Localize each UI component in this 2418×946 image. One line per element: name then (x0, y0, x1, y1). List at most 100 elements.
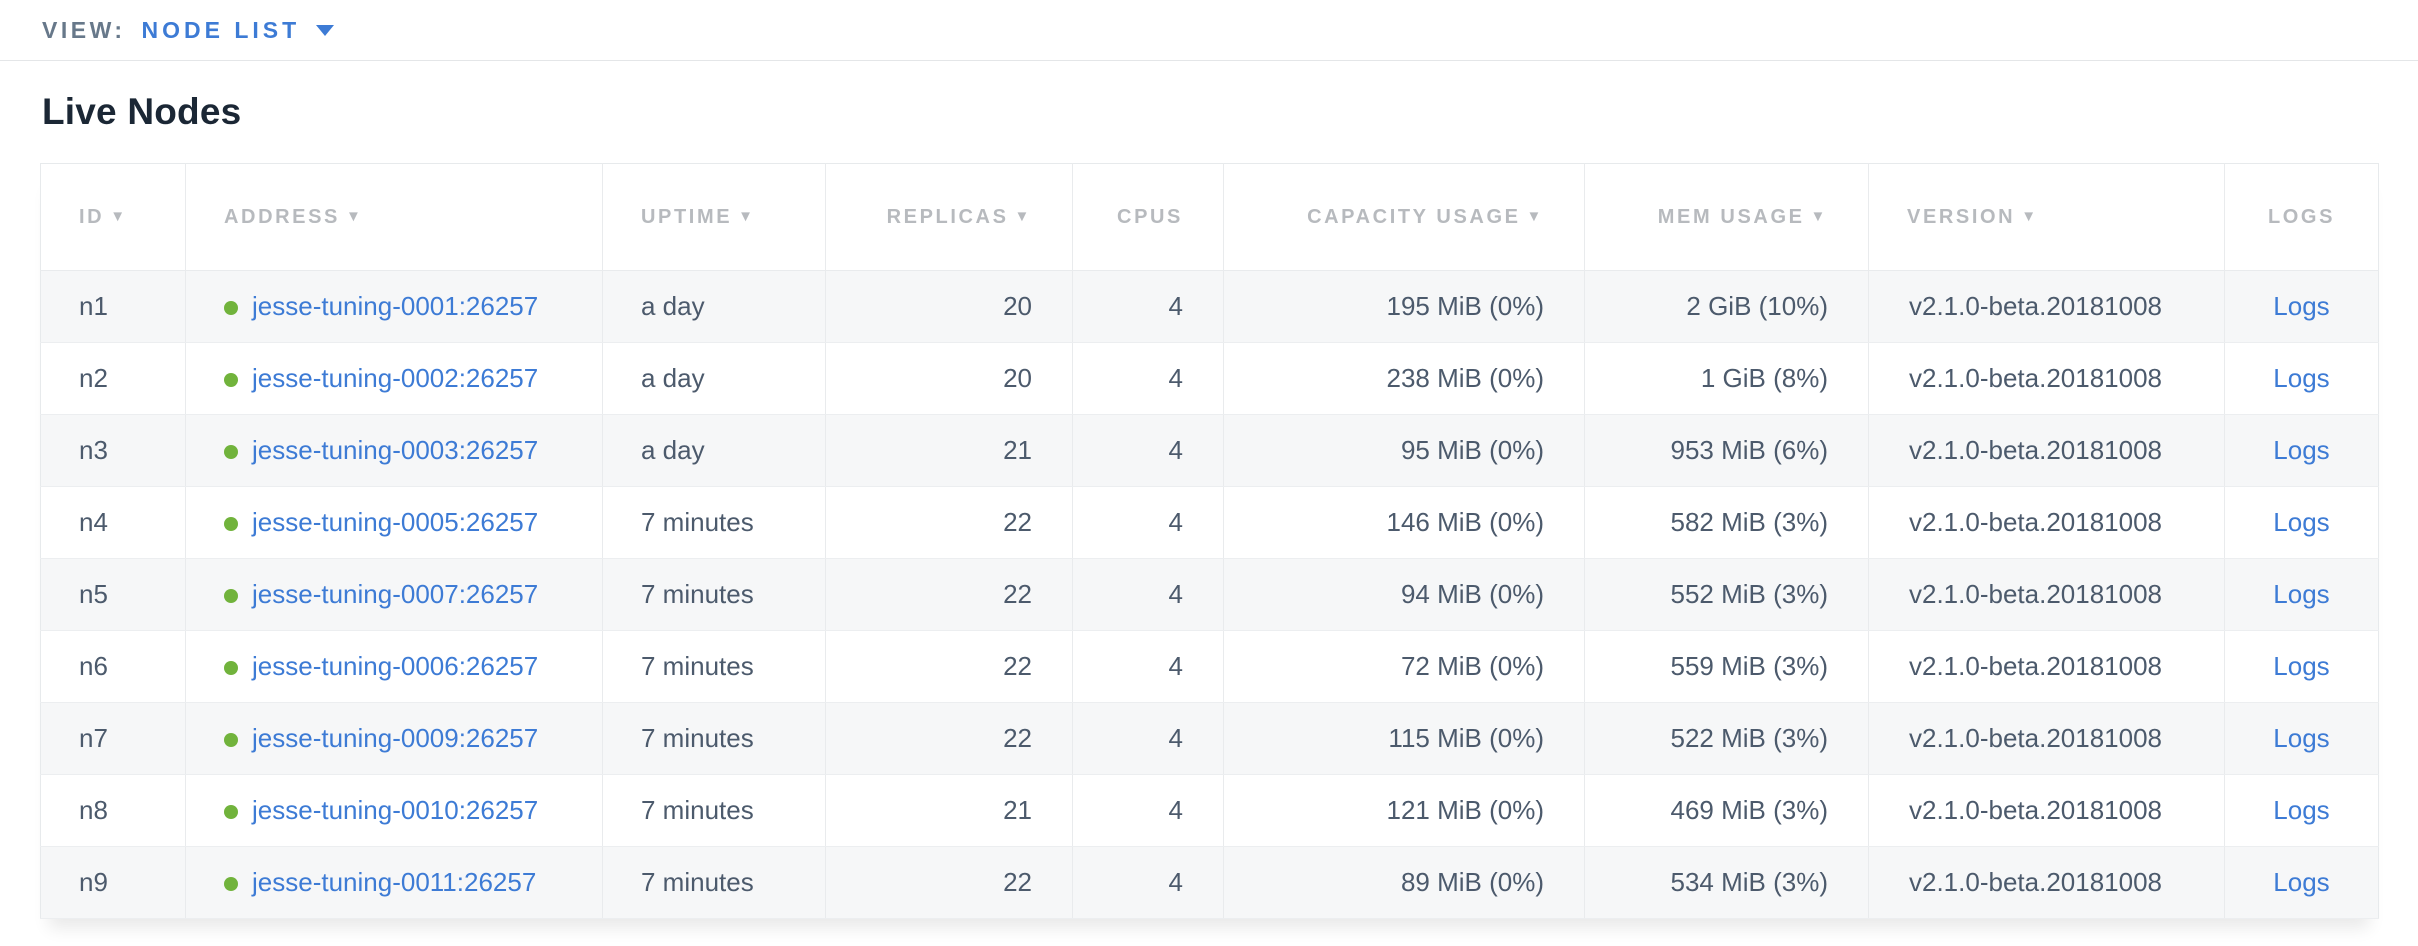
node-address-cell: jesse-tuning-0010:26257 (185, 774, 603, 847)
node-id-cell: n9 (40, 846, 186, 919)
node-replicas-cell: 22 (825, 846, 1073, 919)
node-capacity-cell: 238 MiB (0%) (1223, 342, 1585, 415)
node-address-link[interactable]: jesse-tuning-0001:26257 (252, 291, 539, 321)
node-version-cell: v2.1.0-beta.20181008 (1868, 558, 2225, 631)
node-uptime-cell: a day (602, 414, 826, 487)
column-header-uptime[interactable]: UPTIME ▼ (602, 163, 826, 271)
column-header-cpus: CPUS (1072, 163, 1224, 271)
node-version-cell: v2.1.0-beta.20181008 (1868, 702, 2225, 775)
sort-arrow-icon: ▼ (1526, 207, 1544, 225)
node-mem-cell: 2 GiB (10%) (1584, 270, 1869, 343)
green-dot-icon (224, 301, 238, 316)
green-dot-icon (224, 661, 238, 676)
logs-link[interactable]: Logs (2273, 291, 2330, 321)
node-address-link[interactable]: jesse-tuning-0010:26257 (252, 795, 539, 825)
node-version-cell: v2.1.0-beta.20181008 (1868, 486, 2225, 559)
node-uptime-cell: a day (602, 270, 826, 343)
node-version-cell: v2.1.0-beta.20181008 (1868, 414, 2225, 487)
logs-link[interactable]: Logs (2273, 507, 2330, 537)
node-uptime-cell: 7 minutes (602, 630, 826, 703)
node-cpus-cell: 4 (1072, 414, 1224, 487)
chevron-down-icon (316, 24, 335, 36)
logs-link[interactable]: Logs (2273, 723, 2330, 753)
green-dot-icon (224, 733, 238, 748)
node-row-n8: n8 jesse-tuning-0010:26257 7 minutes 21 4 121… (40, 774, 2379, 847)
node-cpus-cell: 4 (1072, 846, 1224, 919)
logs-link[interactable]: Logs (2273, 795, 2330, 825)
green-dot-icon (224, 517, 238, 532)
node-id-cell: n4 (40, 486, 186, 559)
node-row-n5: n5 jesse-tuning-0007:26257 7 minutes 22 4 94 … (40, 558, 2379, 631)
column-header-label: VERSION (1907, 205, 2016, 228)
node-logs-cell: Logs (2224, 342, 2379, 415)
logs-link[interactable]: Logs (2273, 363, 2330, 393)
node-mem-cell: 953 MiB (6%) (1584, 414, 1869, 487)
node-id-cell: n3 (40, 414, 186, 487)
sort-arrow-icon: ▼ (2021, 207, 2039, 225)
node-id-cell: n1 (40, 270, 186, 343)
node-replicas-cell: 22 (825, 486, 1073, 559)
node-mem-cell: 534 MiB (3%) (1584, 846, 1869, 919)
node-logs-cell: Logs (2224, 414, 2379, 487)
column-header-address[interactable]: ADDRESS ▼ (185, 163, 603, 271)
node-address-cell: jesse-tuning-0006:26257 (185, 630, 603, 703)
logs-link[interactable]: Logs (2273, 435, 2330, 465)
node-address-cell: jesse-tuning-0002:26257 (185, 342, 603, 415)
logs-link[interactable]: Logs (2273, 867, 2330, 897)
sort-arrow-icon: ▼ (1014, 207, 1032, 225)
column-header-capacity-usage[interactable]: CAPACITY USAGE ▼ (1223, 163, 1585, 271)
view-dropdown-value: NODE LIST (141, 16, 301, 43)
node-logs-cell: Logs (2224, 270, 2379, 343)
column-header-label: MEM USAGE (1657, 205, 1805, 228)
node-capacity-cell: 146 MiB (0%) (1223, 486, 1585, 559)
node-address-link[interactable]: jesse-tuning-0007:26257 (252, 579, 539, 609)
node-replicas-cell: 22 (825, 702, 1073, 775)
node-logs-cell: Logs (2224, 846, 2379, 919)
column-header-label: LOGS (2267, 205, 2336, 228)
view-dropdown[interactable]: NODE LIST (142, 17, 335, 44)
node-replicas-cell: 21 (825, 774, 1073, 847)
node-replicas-cell: 20 (825, 342, 1073, 415)
node-address-link[interactable]: jesse-tuning-0009:26257 (252, 723, 539, 753)
column-header-version[interactable]: VERSION ▼ (1868, 163, 2225, 271)
column-header-label: ID (79, 205, 105, 228)
column-header-mem-usage[interactable]: MEM USAGE ▼ (1584, 163, 1869, 271)
node-row-n9: n9 jesse-tuning-0011:26257 7 minutes 22 4 89 … (40, 846, 2379, 919)
table-header-row: ID ▼ ADDRESS ▼ UPTIME ▼ REPLICAS ▼ CPUS CAPACITY … (40, 163, 2379, 271)
column-header-id[interactable]: ID ▼ (40, 163, 186, 271)
node-address-link[interactable]: jesse-tuning-0011:26257 (252, 867, 537, 897)
node-capacity-cell: 95 MiB (0%) (1223, 414, 1585, 487)
node-uptime-cell: 7 minutes (602, 702, 826, 775)
node-address-cell: jesse-tuning-0007:26257 (185, 558, 603, 631)
node-row-n4: n4 jesse-tuning-0005:26257 7 minutes 22 4 146… (40, 486, 2379, 559)
node-address-link[interactable]: jesse-tuning-0005:26257 (252, 507, 539, 537)
node-address-link[interactable]: jesse-tuning-0006:26257 (252, 651, 539, 681)
node-logs-cell: Logs (2224, 558, 2379, 631)
column-header-label: ADDRESS (224, 205, 340, 228)
green-dot-icon (224, 589, 238, 604)
node-address-link[interactable]: jesse-tuning-0003:26257 (252, 435, 539, 465)
node-uptime-cell: 7 minutes (602, 558, 826, 631)
node-row-n1: n1 jesse-tuning-0001:26257 a day 20 4 195 MiB… (40, 270, 2379, 343)
node-capacity-cell: 94 MiB (0%) (1223, 558, 1585, 631)
node-address-cell: jesse-tuning-0003:26257 (185, 414, 603, 487)
node-address-cell: jesse-tuning-0011:26257 (185, 846, 603, 919)
node-address-link[interactable]: jesse-tuning-0002:26257 (252, 363, 539, 393)
page-title: Live Nodes (42, 91, 242, 132)
node-logs-cell: Logs (2224, 486, 2379, 559)
node-cpus-cell: 4 (1072, 558, 1224, 631)
node-mem-cell: 522 MiB (3%) (1584, 702, 1869, 775)
column-header-replicas[interactable]: REPLICAS ▼ (825, 163, 1073, 271)
logs-link[interactable]: Logs (2273, 579, 2330, 609)
node-capacity-cell: 195 MiB (0%) (1223, 270, 1585, 343)
node-cpus-cell: 4 (1072, 342, 1224, 415)
node-address-cell: jesse-tuning-0009:26257 (185, 702, 603, 775)
node-id-cell: n5 (40, 558, 186, 631)
node-version-cell: v2.1.0-beta.20181008 (1868, 270, 2225, 343)
node-cpus-cell: 4 (1072, 630, 1224, 703)
logs-link[interactable]: Logs (2273, 651, 2330, 681)
node-cpus-cell: 4 (1072, 774, 1224, 847)
view-label: VIEW: (42, 16, 126, 43)
node-version-cell: v2.1.0-beta.20181008 (1868, 342, 2225, 415)
node-id-cell: n8 (40, 774, 186, 847)
